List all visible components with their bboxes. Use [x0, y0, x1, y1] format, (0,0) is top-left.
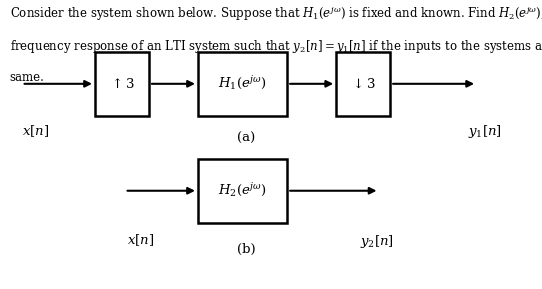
Text: $H_2(e^{j\omega})$: $H_2(e^{j\omega})$: [218, 182, 267, 199]
Text: (a): (a): [237, 131, 256, 144]
Text: $H_1(e^{j\omega})$: $H_1(e^{j\omega})$: [218, 75, 267, 92]
Text: Consider the system shown below. Suppose that $H_1(e^{j\omega})$ is fixed and kn: Consider the system shown below. Suppose…: [10, 4, 542, 23]
Text: $x[n]$: $x[n]$: [22, 123, 49, 138]
Bar: [336, 52, 390, 116]
Text: $y_2[n]$: $y_2[n]$: [360, 233, 393, 250]
Text: $\uparrow 3$: $\uparrow 3$: [109, 77, 135, 91]
Bar: [95, 52, 149, 116]
Text: $x[n]$: $x[n]$: [127, 233, 154, 248]
Text: same.: same.: [10, 71, 44, 84]
Bar: [198, 52, 287, 116]
Text: $y_1[n]$: $y_1[n]$: [468, 123, 502, 140]
Text: (b): (b): [237, 243, 256, 256]
Bar: [198, 159, 287, 223]
Text: $\downarrow 3$: $\downarrow 3$: [350, 77, 376, 90]
Text: frequency response of an LTI system such that $y_2[n]=y_1[n]$ if the inputs to t: frequency response of an LTI system such…: [10, 38, 542, 55]
